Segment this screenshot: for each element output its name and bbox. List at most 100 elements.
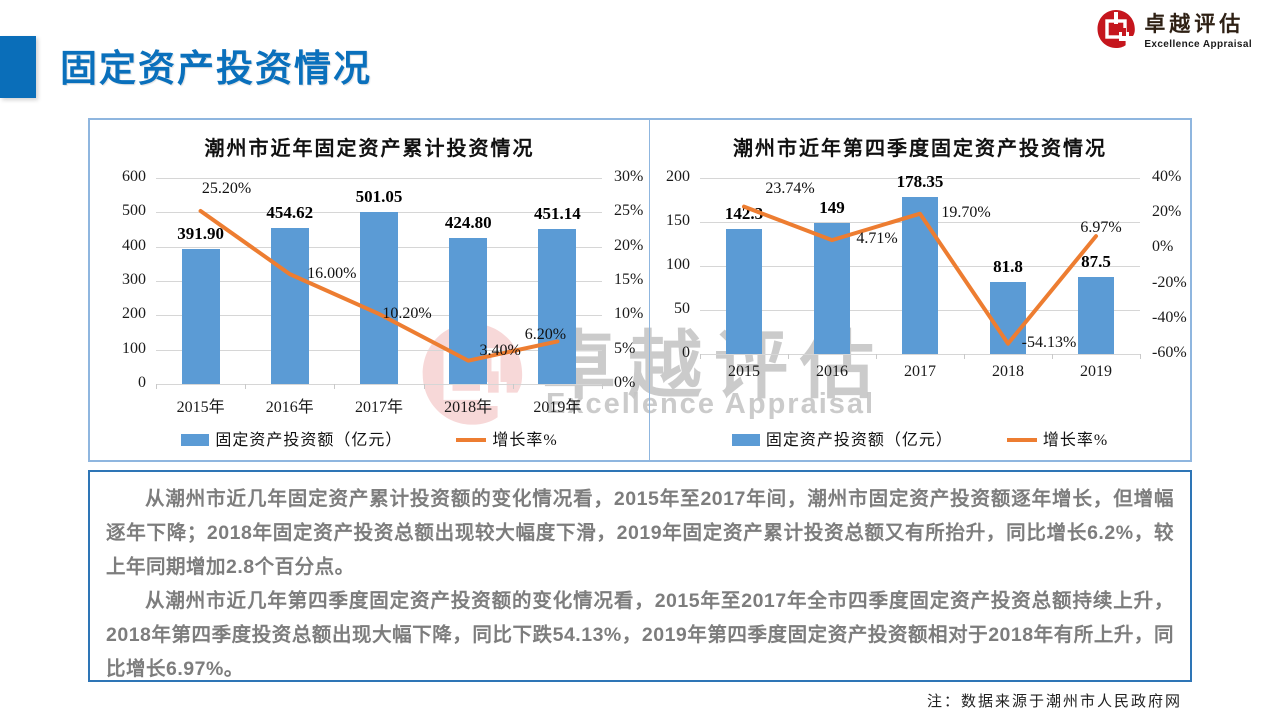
bar-value-label: 454.62 — [266, 202, 314, 222]
brand-name-en: Excellence Appraisal — [1144, 39, 1252, 50]
y-axis-right-tick-label: 5% — [614, 339, 636, 357]
gridline — [700, 178, 1140, 179]
y-axis-left-tick-label: 100 — [122, 339, 146, 357]
bar-value-label: 451.14 — [534, 204, 581, 224]
x-axis-tick — [788, 354, 789, 359]
y-axis-left-tick-label: 300 — [122, 271, 146, 288]
bar — [449, 238, 488, 384]
bar — [360, 211, 398, 384]
x-axis-tick — [156, 384, 157, 389]
line-point-label: 10.20% — [382, 304, 432, 322]
legend-label: 增长率% — [492, 432, 558, 449]
bar-swatch-icon — [731, 434, 760, 446]
x-axis-category-label: 2015年 — [176, 399, 225, 416]
y-axis-left-tick-label: 600 — [122, 168, 146, 185]
y-axis-right-tick-label: 20% — [614, 236, 644, 254]
analysis-paragraph: 从潮州市近几年第四季度固定资产投资额的变化情况看，2015年至2017年全市四季… — [106, 590, 1174, 680]
brand-mark-icon — [1097, 10, 1136, 48]
line-point-label: 16.00% — [307, 265, 357, 283]
bar — [538, 229, 577, 384]
x-axis-category-label: 2016年 — [265, 399, 314, 416]
chart-panel: 卓越评估 Excellence Appraisal 潮州市近年固定资产累计投资情… — [88, 118, 1192, 462]
y-axis-left-tick-label: 50 — [674, 300, 690, 317]
x-axis-category-label: 2017 — [904, 363, 936, 380]
x-axis-tick — [1140, 354, 1141, 359]
x-axis-category-label: 2018 — [992, 363, 1024, 380]
analysis-paragraph: 从潮州市近几年固定资产累计投资额的变化情况看，2015年至2017年间，潮州市固… — [106, 488, 1174, 578]
gridline — [156, 178, 602, 179]
bar — [814, 222, 850, 354]
y-axis-right-tick-label: -20% — [1152, 273, 1187, 291]
page-title: 固定资产投资情况 — [60, 48, 372, 89]
bar-value-label: 81.8 — [993, 257, 1023, 277]
x-axis-tick — [334, 384, 336, 389]
legend-item-line: 增长率% — [456, 426, 557, 450]
x-axis-tick — [245, 384, 247, 389]
x-axis-category-label: 2016 — [816, 363, 848, 380]
y-axis-left-tick-label: 0 — [682, 344, 690, 361]
bar-value-label: 87.5 — [1081, 252, 1111, 271]
legend-label: 增长率% — [1042, 432, 1109, 449]
y-axis-right-tick-label: 20% — [1152, 203, 1182, 221]
chart-legend: 固定资产投资额（亿元） 增长率% — [650, 426, 1190, 450]
legend-label: 固定资产投资额（亿元） — [215, 432, 403, 449]
line-point-label: 25.20% — [201, 179, 252, 197]
x-axis-tick — [602, 384, 603, 389]
y-axis-left-tick-label: 200 — [666, 168, 690, 185]
legend-item-bar: 固定资产投资额（亿元） — [731, 426, 953, 450]
x-axis-category-label: 2019年 — [533, 399, 582, 416]
chart-cumulative-investment: 潮州市近年固定资产累计投资情况 固定资产投资额（亿元） 增长率% 600 500 4… — [90, 120, 649, 460]
legend-item-bar: 固定资产投资额（亿元） — [181, 426, 402, 450]
line-swatch-icon — [1006, 438, 1037, 442]
y-axis-left-tick-label: 200 — [122, 305, 146, 323]
chart-title: 潮州市近年第四季度固定资产投资情况 — [733, 138, 1107, 160]
x-axis-tick — [700, 354, 701, 359]
x-axis-tick — [1052, 354, 1053, 359]
x-axis-category-label: 2018年 — [444, 399, 493, 416]
line-point-label: -54.13% — [1021, 333, 1077, 351]
y-axis-right-tick-label: 10% — [614, 305, 644, 323]
bar — [902, 197, 938, 354]
bar-swatch-icon — [181, 434, 210, 446]
bar — [990, 282, 1026, 354]
bar-value-label: 501.05 — [355, 186, 403, 206]
y-axis-left-tick-label: 0 — [138, 374, 146, 391]
line-point-label: 6.20% — [524, 326, 567, 344]
y-axis-right-tick-label: -40% — [1152, 308, 1187, 326]
x-axis-category-label: 2015 — [728, 363, 760, 380]
bar — [1078, 277, 1114, 354]
y-axis-right-tick-label: 25% — [614, 202, 644, 220]
y-axis-left-tick-label: 400 — [122, 236, 146, 254]
bar-value-label: 391.90 — [177, 224, 224, 244]
company-logo: 卓越评估 Excellence Appraisal — [1095, 8, 1252, 50]
line-point-label: 4.71% — [856, 230, 898, 248]
bar-value-label: 149 — [819, 197, 845, 217]
bar — [181, 249, 220, 384]
y-axis-left-tick-label: 150 — [666, 212, 690, 229]
bar-value-label: 178.35 — [896, 172, 944, 192]
line-point-label: 23.74% — [765, 179, 815, 197]
y-axis-right-tick-label: 15% — [614, 271, 644, 288]
x-axis-category-label: 2019 — [1080, 363, 1112, 380]
line-swatch-icon — [456, 438, 487, 442]
bar — [726, 228, 762, 354]
legend-item-line: 增长率% — [1006, 426, 1109, 450]
legend-label: 固定资产投资额（亿元） — [765, 432, 953, 449]
title-accent-square — [0, 36, 36, 98]
x-axis-tick — [876, 354, 877, 359]
y-axis-right-tick-label: 0% — [614, 374, 636, 391]
y-axis-right-tick-label: -60% — [1152, 344, 1187, 361]
analysis-box: 从潮州市近几年固定资产累计投资额的变化情况看，2015年至2017年间，潮州市固… — [88, 470, 1192, 682]
y-axis-right-tick-label: 0% — [1152, 238, 1174, 256]
chart-title: 潮州市近年固定资产累计投资情况 — [204, 138, 535, 160]
gridline — [156, 384, 602, 385]
y-axis-right-tick-label: 30% — [614, 168, 644, 185]
data-source-note: 注：数据来源于潮州市人民政府网 — [926, 694, 1182, 710]
line-point-label: 3.40% — [479, 341, 521, 359]
bar-value-label: 424.80 — [444, 213, 492, 233]
bar-value-label: 142.3 — [724, 203, 764, 223]
x-axis-tick — [964, 354, 965, 359]
x-axis-tick — [512, 384, 514, 389]
x-axis-category-label: 2017年 — [354, 399, 403, 416]
